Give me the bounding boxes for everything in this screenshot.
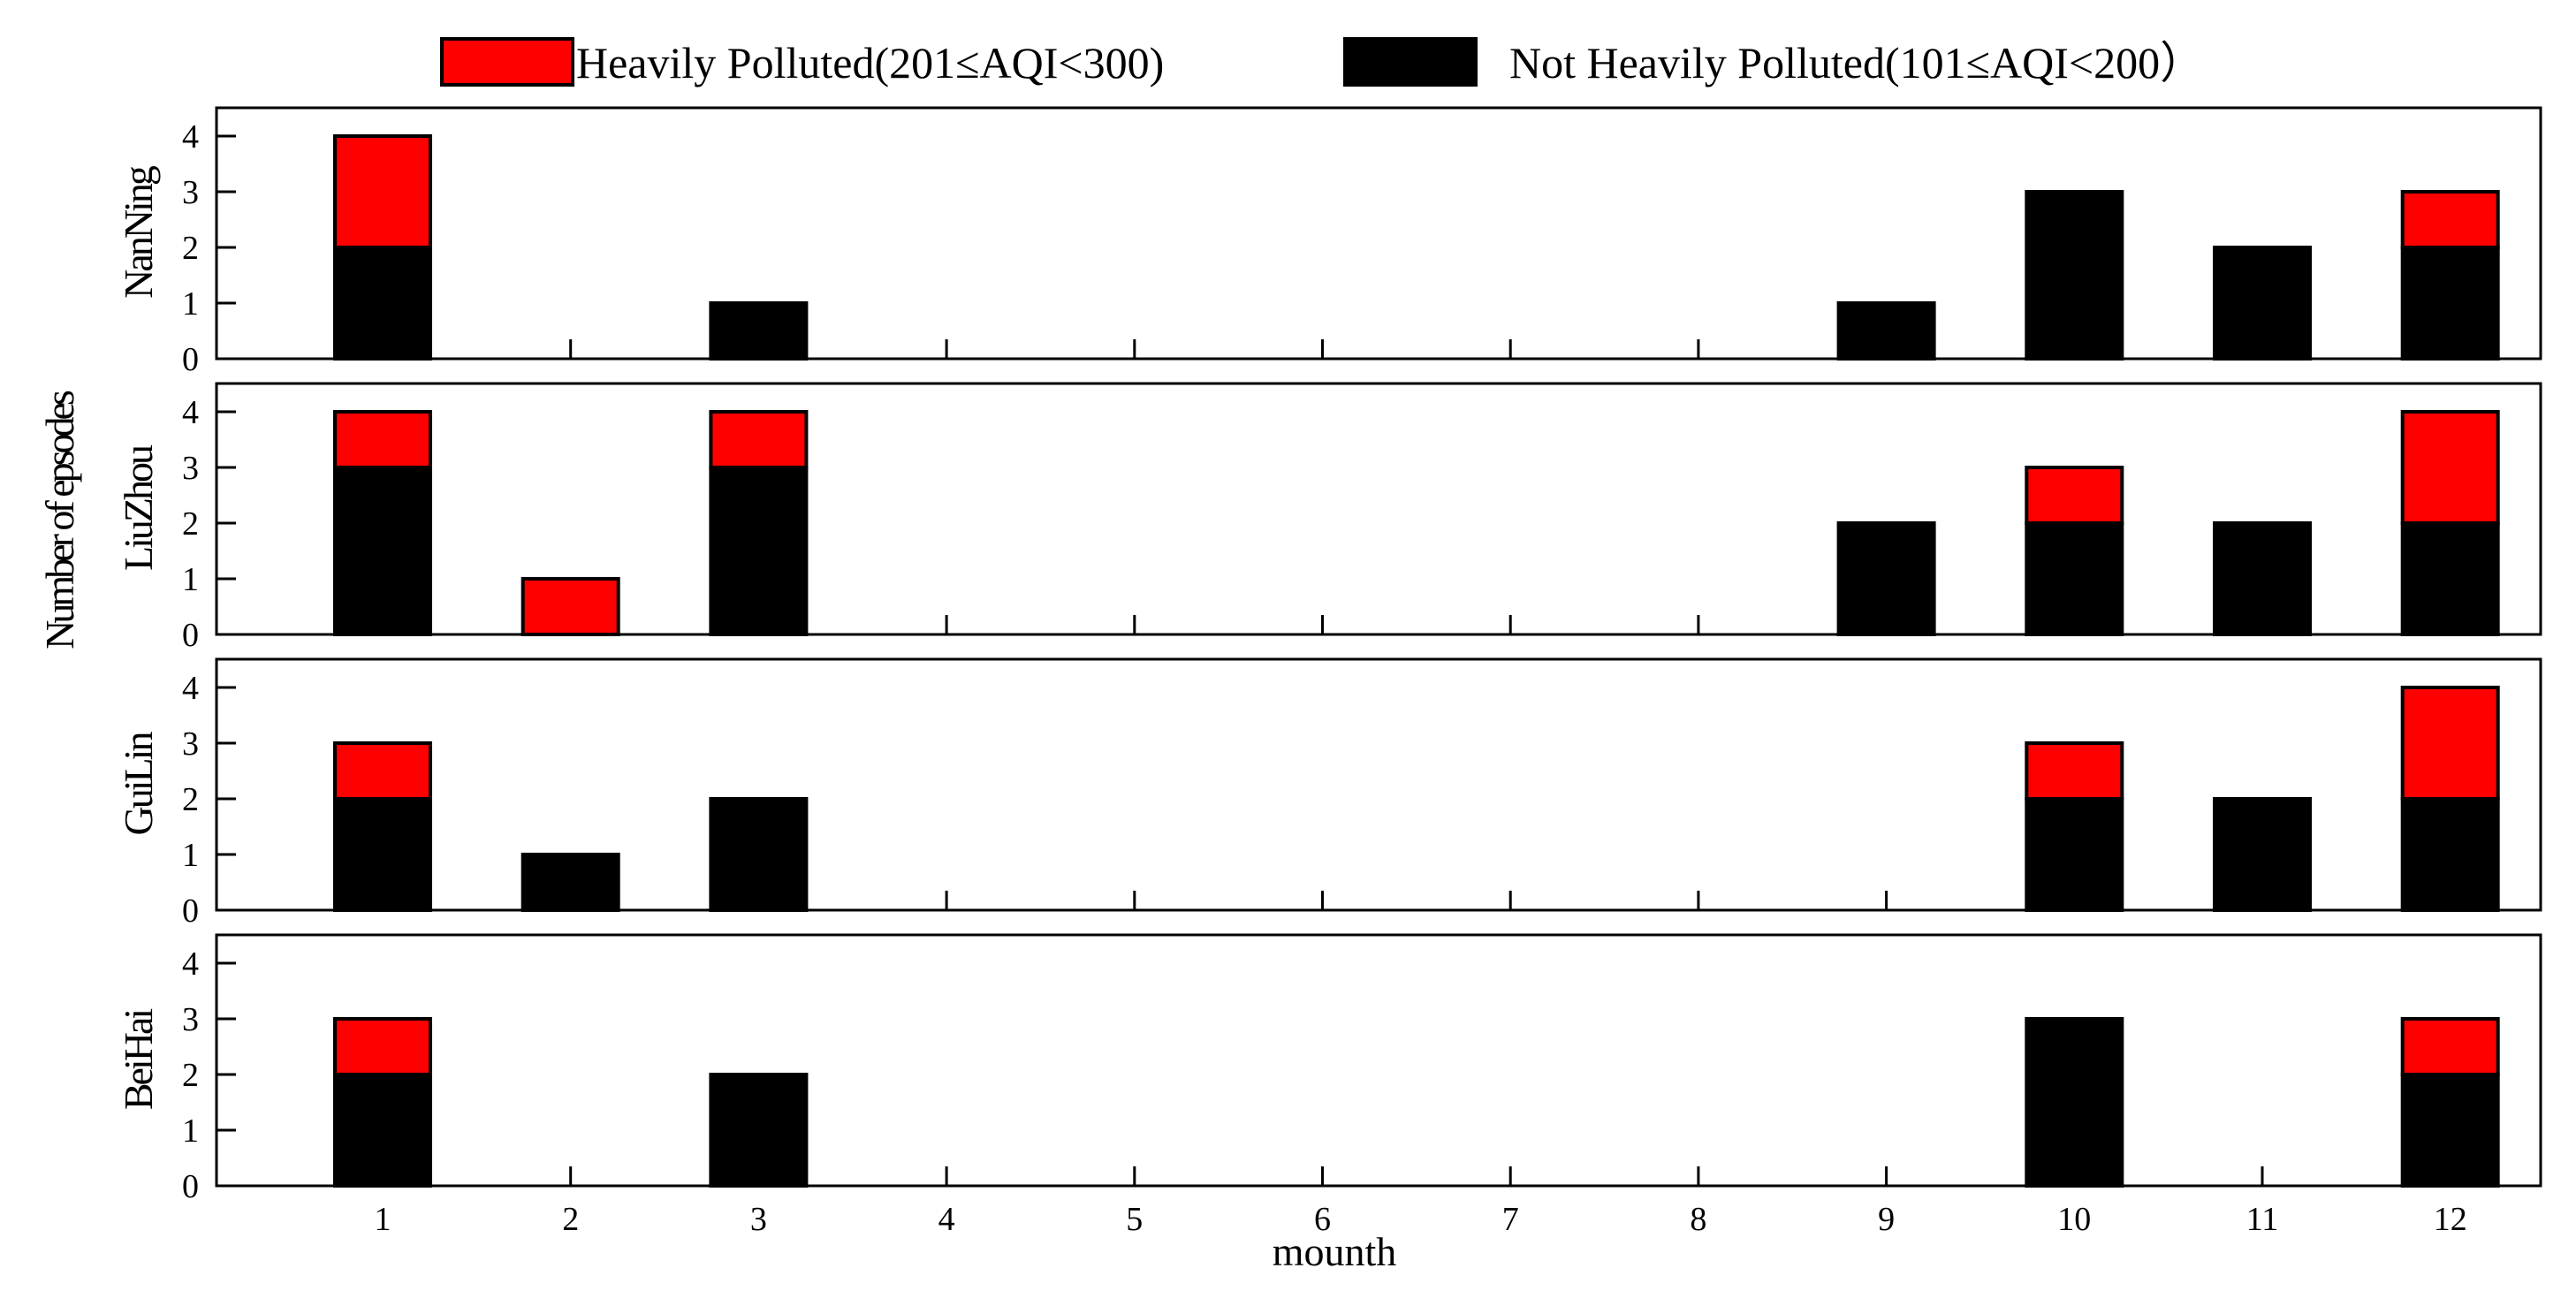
bar-heavy-month-1 [333, 741, 432, 801]
y-tick-label: 4 [182, 670, 199, 707]
bar-not-heavy-month-2 [521, 853, 620, 912]
y-tick-label: 1 [182, 837, 199, 874]
bar-not-heavy-month-12 [2400, 1073, 2500, 1188]
panel-title: BeiHai [116, 1009, 161, 1111]
y-tick-label: 1 [182, 285, 199, 323]
y-tick-label: 2 [182, 781, 199, 818]
x-tick-label: 11 [2246, 1201, 2279, 1238]
panels: 01234NanNing01234LiuZhou01234GuiLin01234… [116, 106, 2542, 1238]
bar-heavy-month-10 [2025, 466, 2124, 525]
bar-not-heavy-month-12 [2400, 246, 2500, 361]
bar-heavy-month-3 [709, 410, 809, 469]
y-tick-label: 0 [182, 617, 199, 654]
bar-not-heavy-month-12 [2400, 521, 2500, 636]
panel-frame [215, 657, 2542, 912]
bar-not-heavy-month-3 [709, 301, 809, 361]
bar-not-heavy-month-12 [2400, 797, 2500, 912]
bar-heavy-month-2 [521, 577, 620, 636]
y-tick-label: 3 [182, 725, 199, 763]
y-tick-label: 4 [182, 945, 199, 983]
bar-not-heavy-month-1 [333, 466, 432, 636]
x-tick-label: 3 [750, 1201, 767, 1238]
legend-label-heavy: Heavily Polluted(201≤AQI<300) [576, 38, 1164, 87]
legend-label-not-heavy: Not Heavily Polluted(101≤AQI<200） [1509, 38, 2204, 87]
y-tick-label: 0 [182, 1168, 199, 1205]
x-tick-label: 2 [562, 1201, 579, 1238]
y-axis-label: Number of epsodes [37, 391, 82, 649]
y-tick-label: 2 [182, 505, 199, 543]
bar-not-heavy-month-10 [2025, 190, 2124, 361]
panel-nanning: 0 1 2 3 4 NanNing [116, 106, 2542, 378]
bar-heavy-month-10 [2025, 741, 2124, 801]
y-tick-label: 1 [182, 561, 199, 598]
y-tick-label: 3 [182, 450, 199, 487]
panel-title: GuiLin [116, 732, 161, 836]
bar-not-heavy-month-10 [2025, 521, 2124, 636]
y-tick-label: 0 [182, 341, 199, 378]
bar-not-heavy-month-1 [333, 1073, 432, 1188]
bar-not-heavy-month-11 [2213, 246, 2312, 361]
panel-frame [215, 382, 2542, 636]
bar-heavy-month-12 [2400, 190, 2500, 249]
y-tick-label: 0 [182, 892, 199, 930]
y-tick-label: 3 [182, 174, 199, 211]
bar-not-heavy-month-3 [709, 797, 809, 912]
y-tick-label: 2 [182, 1057, 199, 1094]
panel-frame [215, 933, 2542, 1188]
x-tick-label: 12 [2434, 1201, 2467, 1238]
bar-not-heavy-month-1 [333, 797, 432, 912]
panel-guilin: 0 1 2 3 4 GuiLin [116, 657, 2542, 930]
x-tick-label: 7 [1502, 1201, 1519, 1238]
legend-swatch-not-heavy [1343, 37, 1478, 87]
bar-heavy-month-1 [333, 410, 432, 469]
x-tick-label: 8 [1690, 1201, 1706, 1238]
bar-heavy-month-12 [2400, 410, 2500, 525]
x-tick-label: 5 [1126, 1201, 1143, 1238]
x-tick-label: 1 [375, 1201, 391, 1238]
x-tick-label: 10 [2057, 1201, 2091, 1238]
panel-frame [215, 106, 2542, 361]
bar-not-heavy-month-3 [709, 1073, 809, 1188]
bar-heavy-month-1 [333, 134, 432, 249]
x-tick-label: 9 [1878, 1201, 1895, 1238]
panel-liuzhou: 0 1 2 3 4 LiuZhou [116, 382, 2542, 654]
bar-not-heavy-month-3 [709, 466, 809, 636]
y-tick-label: 1 [182, 1112, 199, 1150]
bar-not-heavy-month-9 [1836, 521, 1936, 636]
x-tick-label: 6 [1314, 1201, 1331, 1238]
y-tick-label: 4 [182, 118, 199, 156]
bar-not-heavy-month-11 [2213, 797, 2312, 912]
y-tick-label: 2 [182, 230, 199, 267]
bar-heavy-month-12 [2400, 1017, 2500, 1076]
bar-not-heavy-month-11 [2213, 521, 2312, 636]
y-tick-label: 4 [182, 394, 199, 431]
x-axis-label: mounth [1273, 1229, 1397, 1274]
bar-not-heavy-month-10 [2025, 797, 2124, 912]
bar-heavy-month-1 [333, 1017, 432, 1076]
panel-beihai: 0 1 2 3 4 BeiHai [116, 933, 2542, 1205]
bar-not-heavy-month-10 [2025, 1017, 2124, 1188]
bar-heavy-month-12 [2400, 686, 2500, 801]
bar-not-heavy-month-9 [1836, 301, 1936, 361]
x-tick-label: 4 [938, 1201, 955, 1238]
legend-swatch-heavy [440, 37, 574, 87]
bar-not-heavy-month-1 [333, 246, 432, 361]
y-tick-label: 3 [182, 1001, 199, 1038]
panel-title: NanNing [116, 165, 161, 299]
legend: Heavily Polluted(201≤AQI<300) Not Heavil… [440, 37, 2204, 87]
panel-title: LiuZhou [116, 444, 161, 571]
